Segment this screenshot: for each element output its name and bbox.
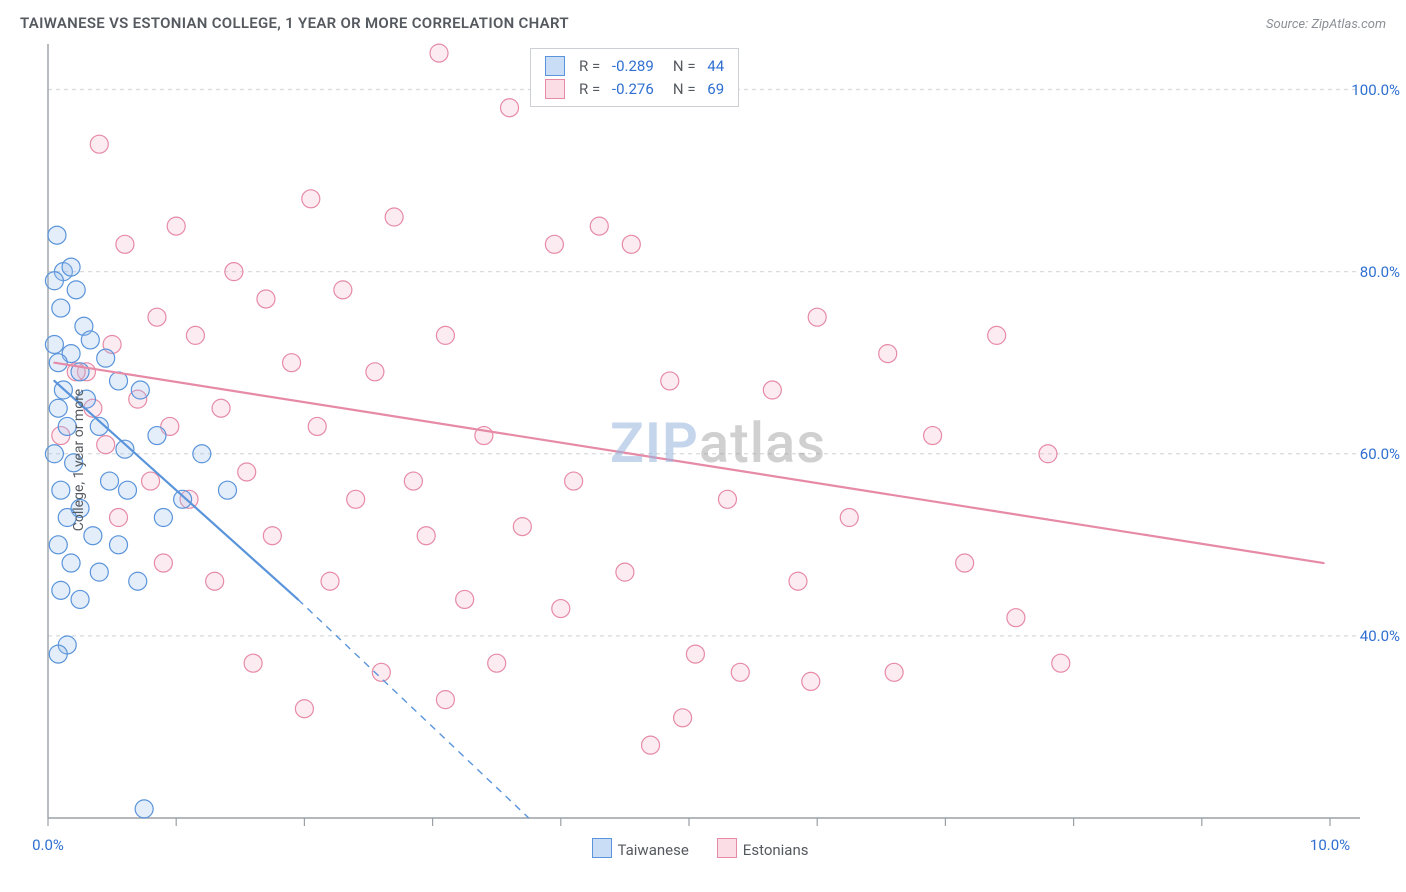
stats-n-label: N = (662, 55, 700, 78)
y-axis-label: College, 1 year or more (71, 389, 87, 531)
stats-r-label: R = (579, 55, 604, 78)
stats-n-label: N = (662, 78, 700, 101)
stats-row: R = -0.276 N = 69 (545, 78, 724, 101)
chart-title: TAIWANESE VS ESTONIAN COLLEGE, 1 YEAR OR… (20, 14, 569, 32)
legend-item: Estonians (717, 838, 809, 859)
chart-source: Source: ZipAtlas.com (1266, 17, 1386, 32)
stats-swatch (545, 79, 565, 99)
stats-r-label: R = (579, 78, 604, 101)
stats-swatch (545, 56, 565, 76)
x-tick-label: 10.0% (1310, 836, 1350, 854)
stats-n-value: 44 (707, 55, 724, 78)
source-name: ZipAtlas.com (1311, 17, 1386, 32)
stats-row: R = -0.289 N = 44 (545, 55, 724, 78)
x-tick-label: 0.0% (32, 836, 64, 854)
source-prefix: Source: (1266, 17, 1311, 32)
y-tick-label: 60.0% (1360, 445, 1400, 463)
stats-r-value: -0.276 (612, 78, 654, 101)
legend-label: Estonians (743, 841, 809, 859)
stats-legend: R = -0.289 N = 44R = -0.276 N = 69 (530, 48, 739, 107)
series-legend: Taiwanese Estonians (592, 838, 809, 859)
scatter-plot-svg (0, 40, 1406, 880)
legend-swatch (592, 838, 612, 858)
y-tick-label: 100.0% (1351, 81, 1400, 99)
y-tick-label: 40.0% (1360, 627, 1400, 645)
chart-header: TAIWANESE VS ESTONIAN COLLEGE, 1 YEAR OR… (0, 0, 1406, 40)
y-tick-label: 80.0% (1360, 263, 1400, 281)
legend-item: Taiwanese (592, 838, 689, 859)
stats-r-value: -0.289 (612, 55, 654, 78)
plot-area: College, 1 year or more ZIPatlas R = -0.… (0, 40, 1406, 880)
legend-label: Taiwanese (618, 841, 689, 859)
stats-n-value: 69 (707, 78, 724, 101)
legend-swatch (717, 838, 737, 858)
